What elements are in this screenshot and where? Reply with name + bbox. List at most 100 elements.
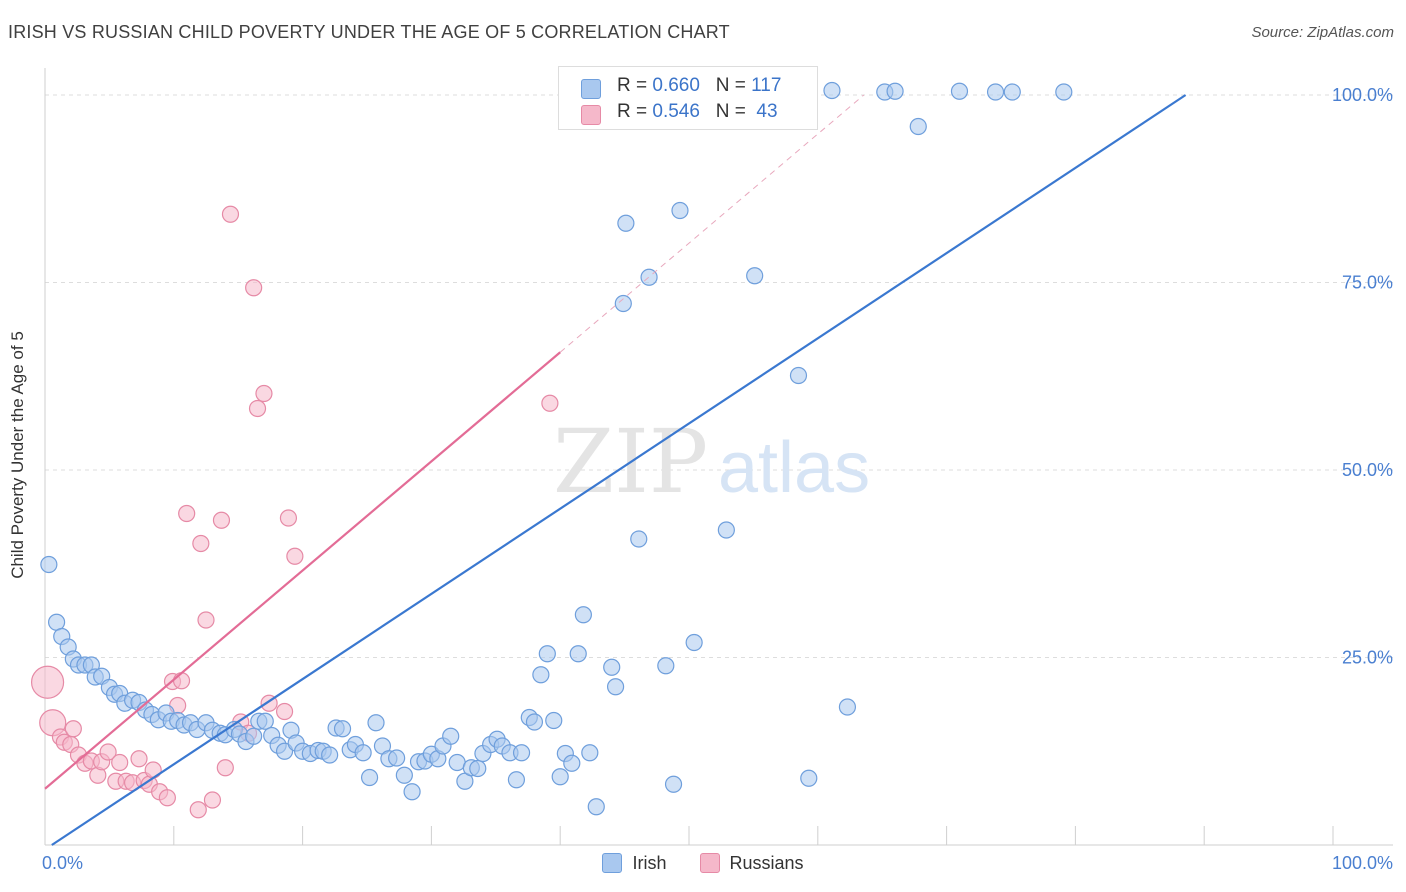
y-tick-label-3: 100.0% — [1332, 85, 1393, 105]
irish-point-78 — [545, 711, 563, 730]
y-tick-label-2: 75.0% — [1342, 273, 1393, 293]
russians-point-40 — [279, 509, 298, 527]
russians-point-11 — [99, 743, 117, 761]
irish-point-119 — [950, 82, 969, 100]
irish-point-89 — [617, 214, 635, 232]
x-tick-label-0: 0.0% — [42, 853, 83, 873]
legend-swatch-irish — [602, 852, 623, 873]
russians-point-26 — [189, 801, 207, 819]
irish-point-37 — [275, 742, 294, 760]
russians-point-36 — [248, 399, 267, 418]
irish-point-50 — [360, 768, 379, 787]
irish-point-109 — [746, 267, 764, 285]
legend-item-russians[interactable]: Russians — [699, 852, 804, 874]
irish-point-114 — [823, 81, 841, 100]
irish-point-118 — [909, 117, 927, 136]
russians-point-16 — [130, 750, 148, 768]
trend-lines — [44, 94, 1187, 846]
russians-r-value: 0.546 — [652, 101, 700, 122]
irish-n-label: N = — [715, 75, 752, 96]
russians-point-0 — [30, 665, 65, 699]
irish-point-82 — [569, 645, 587, 663]
y-axis-label: Child Poverty Under the Age of 5 — [8, 331, 27, 579]
irish-point-117 — [886, 82, 904, 100]
irish-point-72 — [507, 771, 526, 789]
watermark: ZIPatlas — [553, 410, 870, 513]
russians-point-21 — [158, 789, 176, 807]
legend-swatch-russians — [699, 852, 720, 873]
irish-r-value: 0.660 — [652, 75, 700, 96]
russians-point-35 — [245, 279, 263, 297]
irish-point-100 — [685, 633, 703, 652]
legend-label-irish: Irish — [632, 852, 667, 873]
legend-stats-irish-swatch — [581, 79, 601, 99]
irish-r-label: R = — [617, 75, 653, 96]
gridlines — [45, 94, 1393, 658]
irish-point-44 — [321, 746, 339, 764]
irish-point-122 — [1055, 83, 1073, 101]
russians-point-29 — [203, 791, 222, 809]
irish-point-88 — [614, 294, 632, 313]
irish-n-value: 117 — [751, 75, 782, 96]
irish-point-62 — [442, 727, 460, 745]
irish-point-121 — [1003, 83, 1021, 101]
russians-point-37 — [255, 384, 273, 403]
russians-point-42 — [541, 394, 559, 412]
russians-n-value: 43 — [751, 101, 778, 122]
irish-point-98 — [671, 201, 689, 220]
irish-point-112 — [789, 366, 808, 385]
correlation-legend: R = 0.660 N = 117 R = 0.546 N = 43 — [558, 66, 818, 130]
russians-point-30 — [212, 511, 231, 529]
irish-point-34 — [256, 712, 274, 730]
irish-point-66 — [469, 759, 487, 778]
russians-point-41 — [286, 547, 304, 565]
x-tick-label-1: 100.0% — [1332, 853, 1393, 873]
russians-n-label: N = — [715, 101, 752, 122]
russians-point-31 — [216, 759, 234, 777]
y-tick-label-1: 50.0% — [1342, 460, 1393, 480]
irish-point-75 — [525, 713, 544, 731]
russians-point-13 — [111, 753, 129, 772]
irish-trend-line — [51, 94, 1187, 846]
irish-point-86 — [603, 658, 621, 676]
irish-point-55 — [395, 766, 413, 784]
irish-point-73 — [512, 744, 531, 762]
irish-point-46 — [333, 720, 352, 738]
russians-point-5 — [64, 720, 82, 738]
tick-labels: 25.0% 50.0% 75.0% 100.0% 0.0% 100.0% — [42, 85, 1393, 873]
russians-trend-extension — [559, 94, 865, 353]
russians-trend-line — [44, 351, 561, 790]
chart-title: IRISH VS RUSSIAN CHILD POVERTY UNDER THE… — [8, 22, 730, 42]
irish-point-32 — [245, 727, 263, 745]
legend-label-russians: Russians — [729, 852, 804, 873]
irish-point-113 — [800, 769, 818, 787]
russians-point-19 — [144, 761, 162, 779]
irish-point-87 — [606, 678, 625, 696]
legend-stats-russians-swatch — [581, 105, 601, 125]
russians-point-27 — [192, 534, 210, 553]
irish-point-54 — [388, 749, 406, 767]
source-credit: Source: ZipAtlas.com — [1251, 24, 1394, 41]
irish-point-96 — [657, 657, 675, 675]
irish-point-105 — [717, 521, 735, 539]
irish-point-77 — [538, 645, 556, 663]
russians-point-25 — [178, 504, 196, 523]
irish-point-0 — [40, 555, 58, 574]
legend-item-irish[interactable]: Irish — [602, 852, 667, 874]
russians-point-24 — [172, 672, 191, 690]
irish-point-49 — [354, 744, 372, 762]
irish-point-84 — [581, 744, 599, 762]
irish-point-83 — [574, 606, 592, 624]
russians-r-label: R = — [617, 101, 653, 122]
irish-point-51 — [367, 714, 385, 732]
irish-point-91 — [630, 530, 648, 548]
irish-point-76 — [532, 666, 550, 684]
series-legend: Irish Russians — [0, 852, 1406, 874]
y-tick-label-0: 25.0% — [1342, 648, 1393, 668]
irish-point-81 — [563, 754, 581, 772]
irish-point-120 — [986, 83, 1005, 101]
irish-point-56 — [403, 783, 421, 801]
irish-point-85 — [587, 798, 605, 816]
watermark-atlas: atlas — [718, 428, 870, 508]
